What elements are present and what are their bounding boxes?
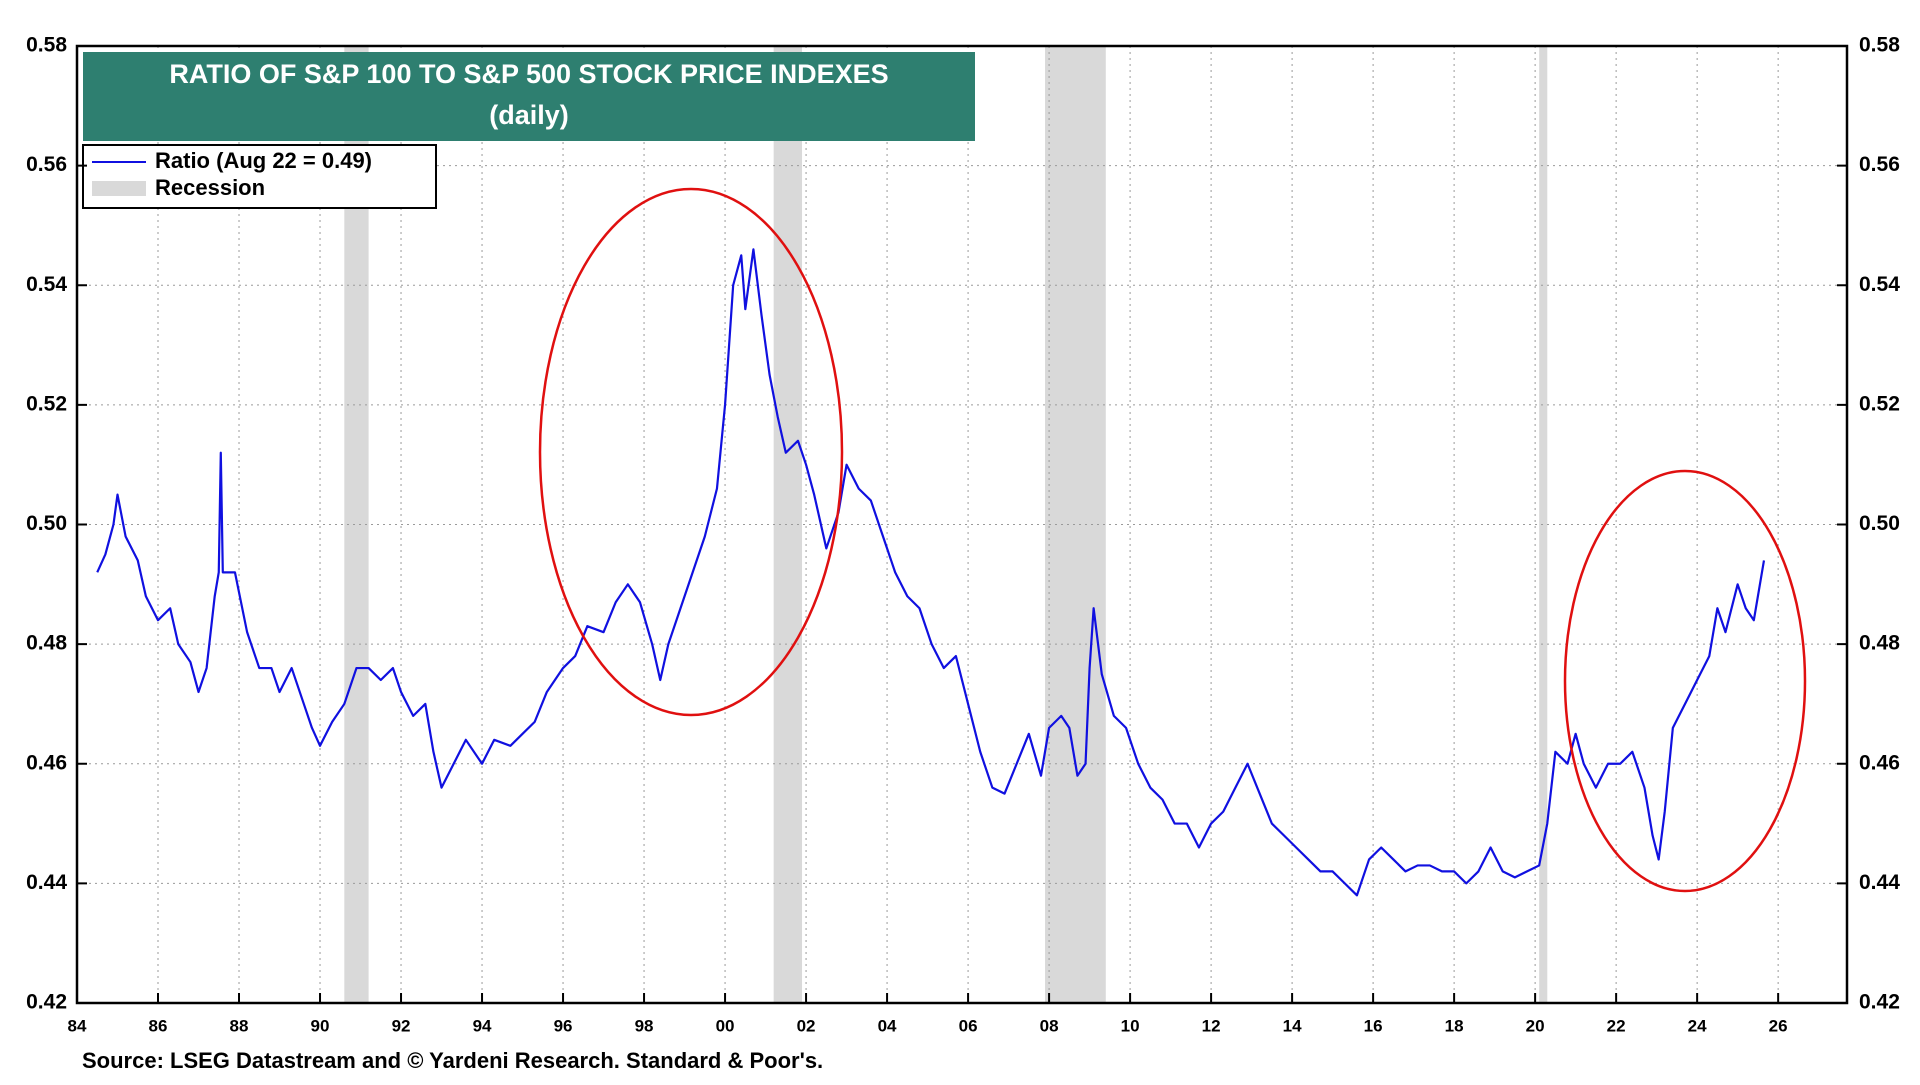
x-tick-label: 04 [878, 1016, 897, 1035]
y-tick-label: 0.58 [26, 34, 67, 57]
x-tick-label: 12 [1202, 1016, 1221, 1035]
x-tick-label: 26 [1769, 1016, 1788, 1035]
y-tick-label: 0.44 [26, 871, 67, 894]
x-tick-label: 96 [554, 1016, 573, 1035]
x-tick-label: 98 [635, 1016, 654, 1035]
highlight-ellipse [1563, 469, 1807, 893]
highlight-ellipse [538, 187, 844, 717]
x-tick-label: 16 [1364, 1016, 1383, 1035]
y2-tick-label: 0.54 [1859, 273, 1900, 296]
x-tick-label: 00 [716, 1016, 735, 1035]
y2-tick-label: 0.42 [1859, 991, 1900, 1014]
recession-band [1045, 46, 1106, 1003]
legend-label: Recession [155, 175, 265, 200]
x-tick-label: 20 [1526, 1016, 1545, 1035]
y2-tick-label: 0.48 [1859, 632, 1900, 655]
recession-band [1539, 46, 1548, 1003]
x-tick-label: 18 [1445, 1016, 1464, 1035]
x-tick-label: 94 [473, 1016, 492, 1035]
x-tick-label: 08 [1040, 1016, 1059, 1035]
y-tick-label: 0.50 [26, 512, 67, 535]
y2-tick-label: 0.58 [1859, 34, 1900, 57]
y-tick-label: 0.56 [26, 153, 67, 176]
x-tick-label: 22 [1607, 1016, 1626, 1035]
y-tick-label: 0.48 [26, 632, 67, 655]
x-tick-label: 92 [392, 1016, 411, 1035]
x-tick-label: 06 [959, 1016, 978, 1035]
chart-title: RATIO OF S&P 100 TO S&P 500 STOCK PRICE … [169, 59, 888, 89]
x-tick-label: 02 [797, 1016, 816, 1035]
x-tick-label: 10 [1121, 1016, 1140, 1035]
ratio-line [96, 248, 1766, 897]
x-tick-label: 84 [68, 1016, 87, 1035]
y-tick-label: 0.42 [26, 991, 67, 1014]
legend-label: Ratio (Aug 22 = 0.49) [155, 148, 372, 173]
x-tick-label: 14 [1283, 1016, 1302, 1035]
y2-tick-label: 0.44 [1859, 871, 1900, 894]
y-tick-label: 0.54 [26, 273, 67, 296]
legend [82, 144, 437, 209]
source-note: Source: LSEG Datastream and © Yardeni Re… [82, 1048, 823, 1073]
x-tick-label: 88 [230, 1016, 249, 1035]
y-tick-label: 0.52 [26, 392, 67, 415]
x-tick-label: 90 [311, 1016, 330, 1035]
y2-tick-label: 0.46 [1859, 751, 1900, 774]
legend-swatch [92, 181, 146, 196]
y2-tick-label: 0.52 [1859, 392, 1900, 415]
plot-background [76, 45, 1847, 1004]
y2-tick-label: 0.56 [1859, 153, 1900, 176]
title-box [83, 52, 975, 141]
x-tick-label: 24 [1688, 1016, 1707, 1035]
chart-subtitle: (daily) [489, 100, 569, 130]
y2-tick-label: 0.50 [1859, 512, 1900, 535]
x-tick-label: 86 [149, 1016, 168, 1035]
y-tick-label: 0.46 [26, 751, 67, 774]
